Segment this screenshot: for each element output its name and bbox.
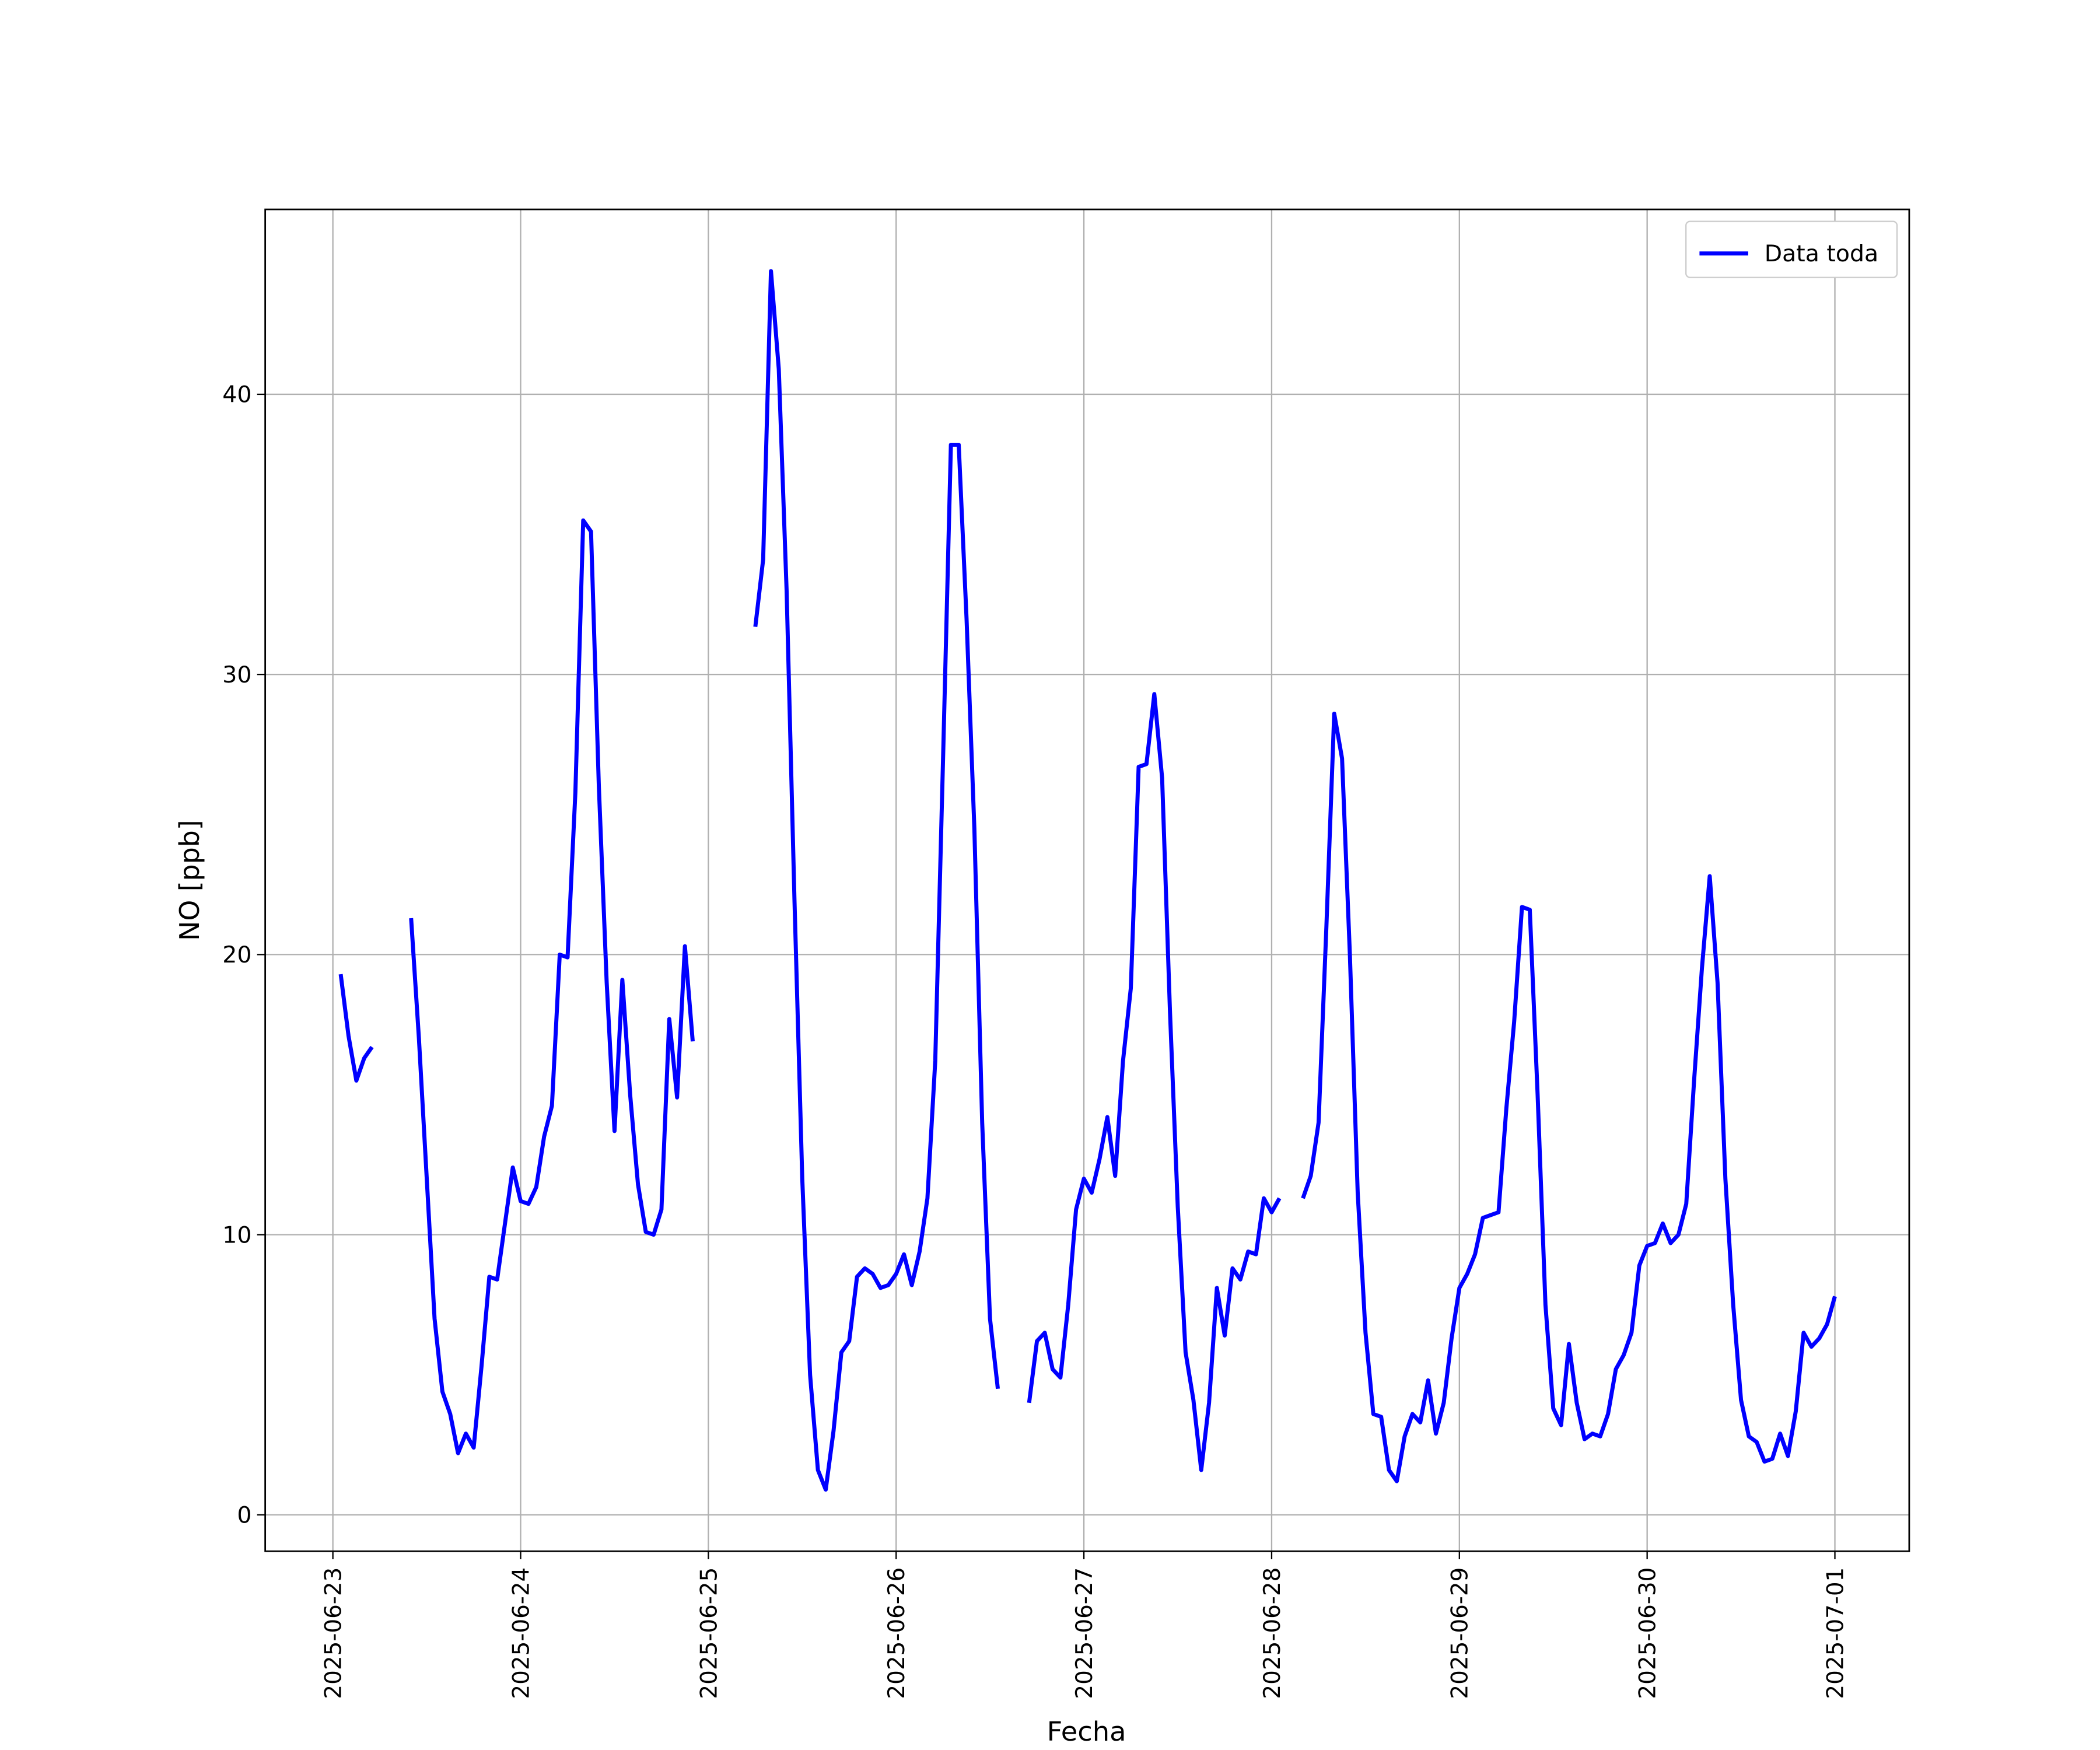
y-tick-label: 30 [222, 662, 251, 688]
x-tick-label: 2025-06-24 [508, 1567, 534, 1699]
data-line [338, 269, 1837, 1492]
legend-label: Data toda [1765, 241, 1878, 267]
y-tick-label: 0 [237, 1503, 251, 1529]
x-tick-label: 2025-06-25 [696, 1567, 722, 1699]
x-tick-label: 2025-06-28 [1259, 1567, 1286, 1699]
x-tick-label: 2025-06-26 [884, 1567, 910, 1699]
x-tick-label: 2025-06-27 [1072, 1567, 1098, 1699]
x-axis-label: Fecha [1047, 1716, 1126, 1747]
y-tick-label: 20 [222, 942, 251, 968]
legend-box [1685, 220, 1898, 278]
x-tick-label: 2025-07-01 [1822, 1567, 1849, 1699]
x-tick-label: 2025-06-30 [1634, 1567, 1661, 1699]
x-tick-label: 2025-06-29 [1447, 1567, 1473, 1699]
y-tick-label: 40 [222, 382, 251, 408]
y-axis-label: NO [ppb] [174, 820, 205, 940]
y-tick-label: 10 [222, 1223, 251, 1249]
plot-frame [264, 208, 1910, 1552]
x-tick-label: 2025-06-23 [320, 1567, 346, 1699]
